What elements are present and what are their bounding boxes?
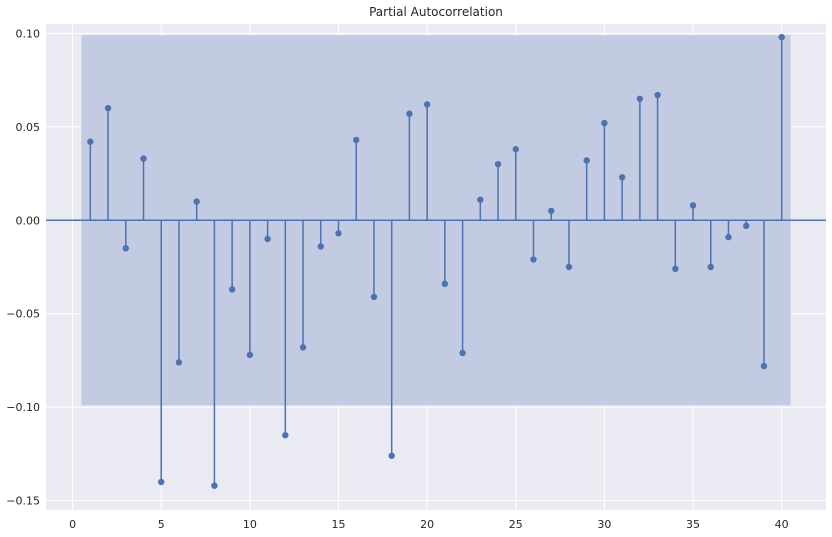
stems <box>89 37 783 486</box>
marker-lag-8 <box>211 482 218 489</box>
marker-lag-40 <box>778 33 785 41</box>
y-tick-label: 0.00 <box>16 214 41 227</box>
marker-lag-39 <box>760 362 768 370</box>
marker-lag-30 <box>601 119 608 127</box>
y-tick-label: 0.05 <box>16 121 41 134</box>
marker-lag-12 <box>282 432 289 439</box>
marker-lag-34 <box>672 265 679 273</box>
marker-lag-23 <box>477 196 484 203</box>
x-tick-label: 5 <box>158 518 165 531</box>
marker-lag-13 <box>299 344 307 351</box>
x-tick-label: 0 <box>69 518 76 531</box>
y-tick-label: −0.05 <box>6 308 40 321</box>
x-tick-label: 40 <box>775 518 789 531</box>
marker-lag-36 <box>707 263 714 271</box>
x-tick-label: 10 <box>243 518 257 531</box>
marker-lag-14 <box>317 243 324 250</box>
marker-lag-20 <box>423 101 431 108</box>
marker-lag-35 <box>689 202 697 209</box>
y-tick-label: −0.10 <box>6 401 40 414</box>
marker-lag-15 <box>335 230 342 237</box>
marker-lag-31 <box>618 174 626 181</box>
x-tick-label: 25 <box>509 518 523 531</box>
marker-lag-3 <box>122 245 129 252</box>
marker-lag-25 <box>512 146 519 153</box>
markers <box>87 33 785 489</box>
marker-lag-22 <box>459 349 466 357</box>
marker-lag-6 <box>175 359 183 366</box>
marker-lag-10 <box>246 351 254 359</box>
marker-lag-26 <box>530 256 537 263</box>
y-tick-label: 0.10 <box>16 27 41 40</box>
y-axis-ticks: 0.10 0.05 0.00 −0.05 −0.10 −0.15 <box>6 27 40 507</box>
marker-lag-17 <box>370 293 378 301</box>
marker-lag-27 <box>548 207 555 215</box>
marker-lag-37 <box>725 233 732 241</box>
marker-lag-28 <box>565 263 573 271</box>
marker-lag-9 <box>228 286 236 293</box>
marker-lag-32 <box>636 95 644 102</box>
marker-lag-38 <box>743 222 750 230</box>
marker-lag-4 <box>140 155 147 162</box>
marker-lag-2 <box>104 104 112 112</box>
marker-lag-24 <box>494 160 502 168</box>
marker-lag-1 <box>87 138 94 145</box>
marker-lag-16 <box>353 136 360 144</box>
marker-lag-29 <box>583 157 590 164</box>
x-tick-label: 15 <box>332 518 346 531</box>
x-tick-label: 20 <box>420 518 434 531</box>
marker-lag-19 <box>406 110 413 117</box>
x-tick-label: 35 <box>686 518 700 531</box>
x-tick-label: 30 <box>597 518 611 531</box>
x-axis-ticks: 0 5 10 15 20 25 30 35 40 <box>69 518 789 531</box>
marker-lag-11 <box>264 235 271 243</box>
chart-title: Partial Autocorrelation <box>369 5 503 19</box>
marker-lag-21 <box>441 280 449 288</box>
marker-lag-5 <box>158 478 165 486</box>
y-tick-label: −0.15 <box>6 495 40 508</box>
marker-lag-18 <box>388 452 395 459</box>
marker-lag-33 <box>654 91 661 99</box>
marker-lag-7 <box>193 198 200 205</box>
